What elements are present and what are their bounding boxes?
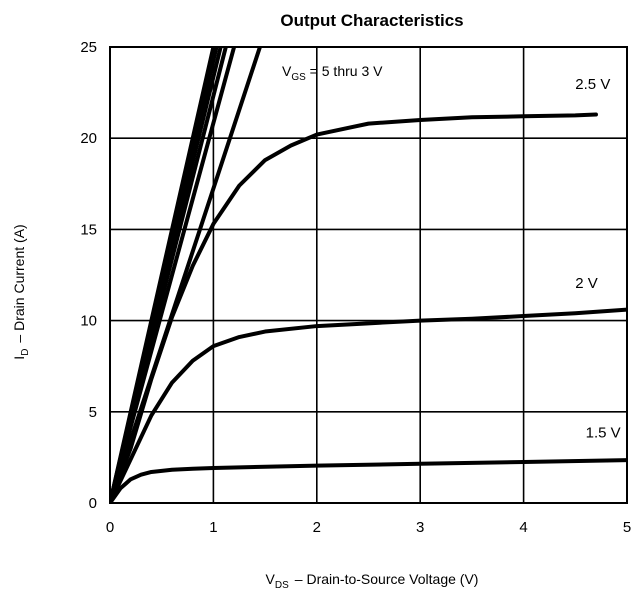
y-tick-label: 5 — [89, 404, 97, 421]
x-tick-label: 4 — [519, 519, 527, 536]
series-line-2-v — [110, 307, 627, 503]
x-axis-label: VDS – Drain-to-Source Voltage (V) — [266, 571, 479, 591]
y-tick-label: 0 — [89, 495, 97, 512]
series-line-3-v — [110, 47, 237, 503]
y-tick-label: 25 — [80, 39, 97, 56]
x-tick-label: 3 — [416, 519, 424, 536]
vgs-annotation: VGS = 5 thru 3 V — [282, 63, 383, 83]
series-label-2.5-v: 2.5 V — [575, 76, 610, 93]
plot-frame — [109, 46, 628, 504]
series-line-1.5-v — [110, 458, 627, 503]
y-axis-label: ID– Drain Current (A) — [11, 224, 31, 359]
x-tick-label: 0 — [106, 519, 114, 536]
x-tick-label: 2 — [313, 519, 321, 536]
series-lines — [110, 47, 627, 503]
series-line-unlabeled-5 — [110, 47, 262, 503]
y-tick-label: 15 — [80, 221, 97, 238]
x-tick-label: 5 — [623, 519, 631, 536]
x-tick-label: 1 — [209, 519, 217, 536]
chart-title: Output Characteristics — [280, 11, 463, 30]
y-tick-label: 20 — [80, 130, 97, 147]
series-label-1.5-v: 1.5 V — [586, 424, 621, 441]
y-tick-labels: 0 5 10 15 20 25 — [80, 39, 97, 512]
series-labels: 2.5 V 2 V 1.5 V — [575, 76, 620, 441]
series-line-2.5-v — [110, 112, 598, 503]
x-tick-labels: 0 1 2 3 4 5 — [106, 519, 631, 536]
series-label-2-v: 2 V — [575, 275, 598, 292]
y-tick-label: 10 — [80, 313, 97, 330]
